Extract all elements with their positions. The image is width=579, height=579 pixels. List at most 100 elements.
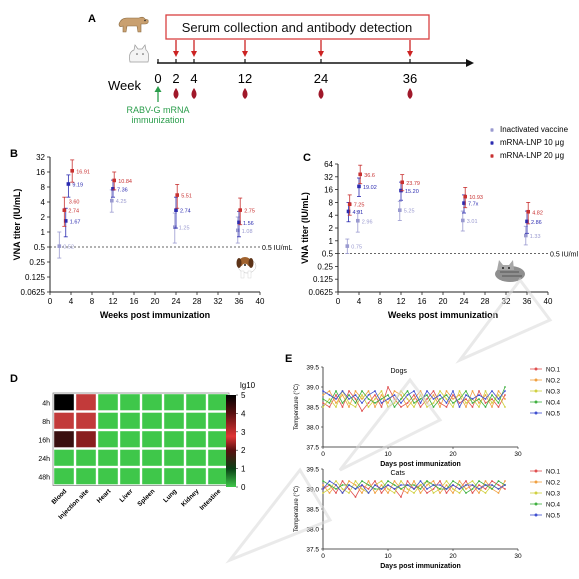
temperature-point (504, 394, 506, 396)
temperature-point (380, 402, 383, 404)
data-label: 2.74 (68, 209, 79, 215)
temperature-point (439, 402, 441, 404)
x-tick-label: 12 (397, 297, 406, 306)
temperature-point (400, 484, 402, 486)
temperature-point (393, 406, 396, 408)
temperature-point (426, 406, 428, 408)
legend-entry: Inactivated vaccine (500, 125, 569, 134)
temperature-point (322, 406, 324, 408)
temperature-point (426, 398, 428, 400)
heatmap-cell (76, 431, 96, 448)
x-tick-label: 30 (514, 451, 522, 458)
week-tick-label: 36 (403, 71, 417, 86)
temperature-point (387, 492, 389, 494)
temperature-point (413, 402, 415, 404)
colorbar-tick-label: 1 (241, 465, 246, 474)
temperature-point (328, 390, 331, 392)
temperature-point (445, 480, 448, 482)
temperature-point (374, 398, 376, 400)
temperature-point (458, 394, 461, 396)
temperature-point (497, 394, 500, 396)
y-tick-label: 39.0 (306, 385, 319, 392)
timeline-arrowhead (466, 59, 474, 67)
heatmap-cell (208, 449, 228, 466)
x-tick-label: 0 (321, 451, 325, 458)
x-tick-label: 20 (439, 297, 448, 306)
temperature-point (504, 488, 506, 490)
legend-entry: NO.2 (546, 481, 561, 487)
temperature-point (361, 390, 363, 392)
heatmap-cell (208, 412, 228, 429)
heatmap-row-label: 8h (42, 419, 50, 426)
data-point (461, 218, 465, 223)
immunization-label-line1: RABV-G mRNA (126, 105, 189, 115)
heatmap-cell (54, 449, 74, 466)
temperature-point (497, 488, 500, 490)
temperature-point (484, 492, 487, 494)
temperature-point (419, 394, 422, 396)
chart-subtitle: Cats (391, 470, 406, 477)
temperature-point (322, 488, 324, 490)
temperature-point (380, 390, 383, 392)
heatmap-cell (98, 468, 118, 485)
tabby-cat-icon (495, 260, 525, 282)
data-label: 10.93 (469, 195, 483, 201)
temperature-point (413, 492, 415, 494)
temperature-point (504, 386, 506, 388)
legend-entry: NO.3 (546, 492, 561, 498)
blood-drop-icon (407, 88, 413, 99)
temperature-point (367, 488, 370, 490)
y-tick-label: 8 (329, 198, 334, 207)
x-tick-label: 20 (151, 297, 160, 306)
data-label: 2.74 (180, 209, 191, 215)
x-axis-title: Days post immunization (380, 563, 461, 570)
data-label: 7.25 (354, 203, 365, 209)
temperature-point (478, 390, 480, 392)
legend-marker (534, 378, 538, 382)
temperature-point (432, 394, 435, 396)
temperature-point (393, 390, 396, 392)
data-point (110, 198, 114, 203)
panel-b-label: B (10, 148, 18, 160)
temperature-point (445, 492, 448, 494)
temperature-point (452, 394, 454, 396)
temperature-point (471, 492, 474, 494)
immunization-arrowhead (154, 86, 162, 92)
x-tick-label: 10 (384, 553, 392, 560)
temperature-point (452, 492, 454, 494)
temperature-point (328, 402, 331, 404)
temperature-point (432, 390, 435, 392)
data-point (345, 244, 350, 248)
temperature-point (341, 402, 344, 404)
heatmap-cell (54, 431, 74, 448)
x-tick-label: 36 (523, 297, 532, 306)
dog-icon (118, 16, 149, 33)
temperature-point (335, 488, 337, 490)
temperature-point (432, 406, 435, 408)
data-label: 19.02 (363, 185, 377, 191)
temperature-point (354, 484, 357, 486)
legend-marker (534, 367, 538, 371)
y-tick-label: 4 (41, 198, 46, 207)
y-tick-label: 32 (36, 153, 45, 162)
temperature-point (380, 484, 383, 486)
x-tick-label: 4 (69, 297, 74, 306)
temperature-point (471, 390, 474, 392)
temperature-point (478, 402, 480, 404)
collection-arrowhead (318, 51, 324, 57)
heatmap-cell (76, 394, 96, 411)
temperature-point (413, 484, 415, 486)
temperature-point (361, 398, 363, 400)
x-tick-label: 0 (48, 297, 53, 306)
y-tick-label: 0.25 (29, 258, 45, 267)
temperature-point (465, 394, 467, 396)
y-tick-label: 16 (324, 186, 333, 195)
colorbar (226, 395, 236, 487)
collection-arrowhead (191, 51, 197, 57)
data-label: 4.91 (353, 210, 364, 216)
data-label: 0.52 (63, 245, 74, 251)
temperature-point (341, 492, 344, 494)
temperature-point (367, 406, 370, 408)
